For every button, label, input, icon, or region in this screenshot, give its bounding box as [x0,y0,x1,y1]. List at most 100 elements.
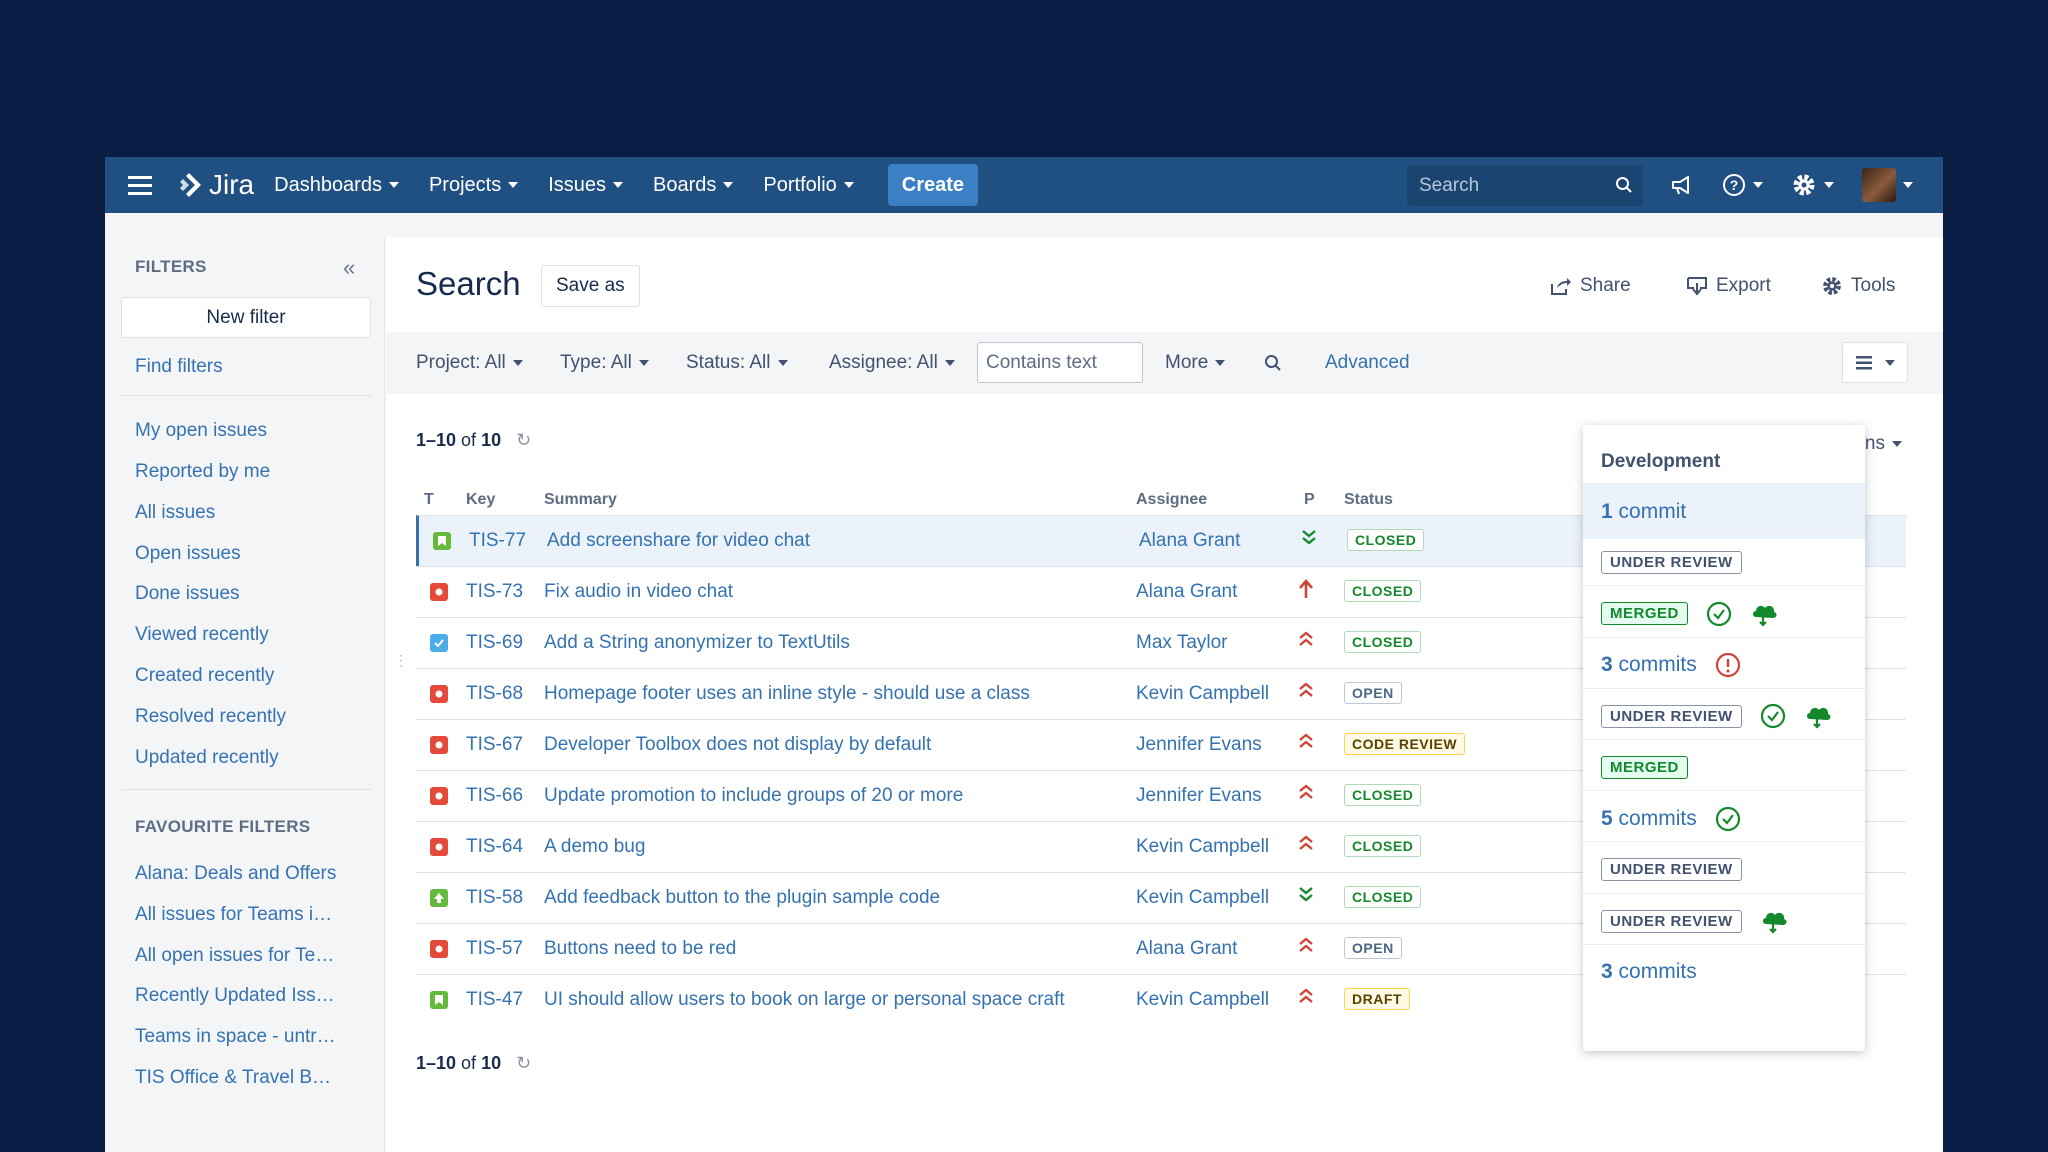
development-row[interactable]: UNDER REVIEW [1583,687,1865,744]
commit-link[interactable]: 3 commits [1601,960,1697,984]
jira-logo[interactable]: Jira [175,169,254,201]
development-row[interactable]: 1 commit [1583,483,1865,539]
col-key[interactable]: Key [466,491,496,508]
nav-projects[interactable]: Projects [429,174,519,197]
issue-assignee[interactable]: Max Taylor [1136,632,1228,653]
issue-summary[interactable]: Add screenshare for video chat [547,530,810,551]
issue-summary[interactable]: Fix audio in video chat [544,581,734,602]
development-row[interactable]: 5 commits [1583,790,1865,846]
issue-key[interactable]: TIS-57 [466,938,524,959]
col-type[interactable]: T [424,491,434,508]
col-status[interactable]: Status [1344,491,1393,508]
project-filter[interactable]: Project: All [416,352,523,374]
issue-summary[interactable]: Add feedback button to the plugin sample… [544,887,941,908]
refresh-icon[interactable]: ↻ [516,1053,532,1073]
nav-issues[interactable]: Issues [548,174,624,197]
development-row[interactable]: UNDER REVIEW [1583,534,1865,590]
table-row[interactable]: TIS-73 Fix audio in video chat Alana Grant… [416,566,1906,617]
favourite-filter[interactable]: Alana: Deals and Offers [135,863,337,884]
nav-dashboards[interactable]: Dashboards [274,174,399,197]
issue-summary[interactable]: Update promotion to include groups of 20… [544,785,964,806]
issue-summary[interactable]: Homepage footer uses an inline style - s… [544,683,1030,704]
collapse-sidebar-icon[interactable]: « [343,255,356,280]
commit-link[interactable]: 5 commits [1601,807,1697,831]
filter-my-open-issues[interactable]: My open issues [135,420,268,441]
filter-all-issues[interactable]: All issues [135,502,216,523]
more-filter[interactable]: More [1165,352,1226,374]
favourite-filter[interactable]: Recently Updated Iss… [135,985,335,1006]
new-filter-button[interactable]: New filter [121,297,371,338]
issue-assignee[interactable]: Alana Grant [1139,530,1241,551]
search-input[interactable] [1419,174,1609,197]
search-icon[interactable] [1615,176,1633,194]
favourite-filter[interactable]: All issues for Teams i… [135,904,333,925]
filter-updated-recently[interactable]: Updated recently [135,747,279,768]
share-button[interactable]: Share [1550,275,1631,297]
issue-assignee[interactable]: Kevin Campbell [1136,887,1270,908]
development-row[interactable]: 3 commits [1583,636,1865,693]
issue-summary[interactable]: Add a String anonymizer to TextUtils [544,632,850,653]
status-filter[interactable]: Status: All [686,352,788,374]
development-row[interactable]: UNDER REVIEW [1583,841,1865,897]
favourite-filter[interactable]: All open issues for Te… [135,945,335,966]
save-as-button[interactable]: Save as [541,265,640,307]
issue-assignee[interactable]: Kevin Campbell [1136,989,1270,1010]
table-row[interactable]: TIS-68 Homepage footer uses an inline sty… [416,668,1906,719]
issue-summary[interactable]: Developer Toolbox does not display by de… [544,734,932,755]
gear-icon[interactable] [1791,172,1834,198]
filter-viewed-recently[interactable]: Viewed recently [135,624,269,645]
col-priority[interactable]: P [1304,491,1315,508]
filter-open-issues[interactable]: Open issues [135,543,241,564]
commit-link[interactable]: 1 commit [1601,500,1686,524]
user-menu[interactable] [1862,168,1913,202]
issue-key[interactable]: TIS-66 [466,785,524,806]
issue-assignee[interactable]: Alana Grant [1136,581,1238,602]
issue-key[interactable]: TIS-73 [466,581,524,602]
issue-summary[interactable]: UI should allow users to book on large o… [544,989,1065,1010]
issue-key[interactable]: TIS-69 [466,632,524,653]
avatar[interactable] [1862,168,1896,202]
issue-key[interactable]: TIS-67 [466,734,524,755]
development-row[interactable]: MERGED [1583,739,1865,795]
development-row[interactable]: MERGED [1583,585,1865,641]
development-row[interactable]: UNDER REVIEW [1583,892,1865,949]
pull-request-status[interactable]: UNDER REVIEW [1601,551,1742,575]
issue-assignee[interactable]: Alana Grant [1136,938,1238,959]
pull-request-status[interactable]: MERGED [1601,756,1688,779]
nav-boards[interactable]: Boards [653,174,734,197]
table-row[interactable]: TIS-69 Add a String anonymizer to TextUti… [416,617,1906,668]
issue-assignee[interactable]: Jennifer Evans [1136,785,1262,806]
issue-key[interactable]: TIS-77 [469,530,527,551]
issue-assignee[interactable]: Kevin Campbell [1136,836,1270,857]
menu-icon[interactable] [105,157,175,213]
col-assignee[interactable]: Assignee [1136,491,1208,508]
development-row[interactable]: 3 commits [1583,943,1865,1000]
view-options-button[interactable] [1842,342,1908,383]
issue-key[interactable]: TIS-47 [466,989,524,1010]
assignee-filter[interactable]: Assignee: All [829,352,955,374]
megaphone-icon[interactable] [1670,174,1694,196]
favourite-filter[interactable]: TIS Office & Travel B… [135,1067,332,1088]
nav-portfolio[interactable]: Portfolio [763,174,854,197]
help-icon[interactable]: ? [1722,173,1763,197]
issue-key[interactable]: TIS-64 [466,836,524,857]
pull-request-status[interactable]: UNDER REVIEW [1601,858,1742,882]
issue-key[interactable]: TIS-68 [466,683,524,704]
issue-key[interactable]: TIS-58 [466,887,524,908]
drag-handle-icon[interactable]: ⋮ [394,652,408,668]
issue-summary[interactable]: Buttons need to be red [544,938,737,959]
find-filters-link[interactable]: Find filters [135,356,223,377]
pull-request-status[interactable]: UNDER REVIEW [1601,909,1742,933]
col-summary[interactable]: Summary [544,491,617,508]
advanced-link[interactable]: Advanced [1325,352,1410,373]
commit-link[interactable]: 3 commits [1601,653,1697,677]
favourite-filter[interactable]: Teams in space - untr… [135,1026,336,1047]
pull-request-status[interactable]: UNDER REVIEW [1601,704,1742,728]
issue-assignee[interactable]: Jennifer Evans [1136,734,1262,755]
filter-done-issues[interactable]: Done issues [135,583,240,604]
filter-created-recently[interactable]: Created recently [135,665,275,686]
search-icon[interactable] [1264,354,1282,372]
pull-request-status[interactable]: MERGED [1601,602,1688,626]
type-filter[interactable]: Type: All [560,352,649,374]
filter-resolved-recently[interactable]: Resolved recently [135,706,287,727]
